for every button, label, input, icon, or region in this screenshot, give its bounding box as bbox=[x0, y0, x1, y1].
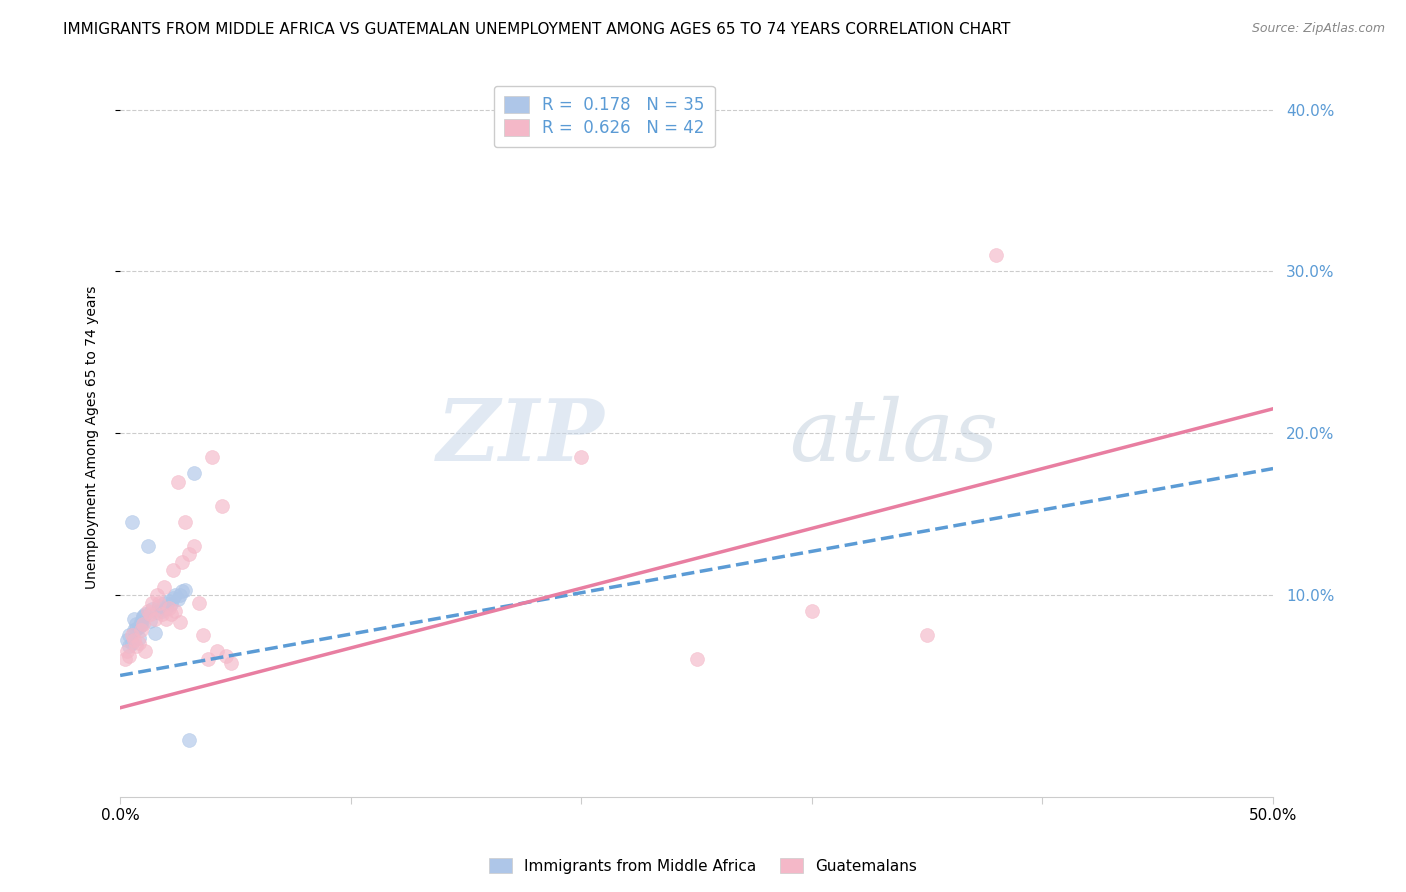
Point bbox=[201, 450, 224, 465]
Point bbox=[118, 640, 141, 654]
Point bbox=[685, 652, 707, 666]
Point bbox=[173, 582, 195, 597]
Point bbox=[129, 624, 152, 638]
Point bbox=[153, 580, 176, 594]
Point bbox=[121, 628, 143, 642]
Point bbox=[132, 616, 155, 631]
Point bbox=[125, 640, 148, 654]
Point bbox=[172, 584, 194, 599]
Point bbox=[169, 588, 191, 602]
Text: Source: ZipAtlas.com: Source: ZipAtlas.com bbox=[1251, 22, 1385, 36]
Point bbox=[114, 652, 136, 666]
Point bbox=[141, 602, 163, 616]
Point bbox=[128, 620, 150, 634]
Point bbox=[141, 596, 163, 610]
Point bbox=[219, 656, 242, 670]
Point bbox=[215, 648, 238, 663]
Point bbox=[197, 652, 219, 666]
Point bbox=[183, 467, 205, 481]
Point bbox=[122, 612, 145, 626]
Point bbox=[153, 596, 176, 610]
Point bbox=[129, 615, 152, 629]
Point bbox=[169, 615, 191, 629]
Point bbox=[160, 607, 183, 621]
Point bbox=[179, 733, 201, 747]
Point bbox=[148, 599, 170, 613]
Point bbox=[155, 612, 177, 626]
Point bbox=[211, 499, 233, 513]
Point bbox=[115, 632, 138, 647]
Point bbox=[121, 515, 143, 529]
Y-axis label: Unemployment Among Ages 65 to 74 years: Unemployment Among Ages 65 to 74 years bbox=[86, 285, 100, 589]
Point bbox=[986, 248, 1008, 262]
Point bbox=[129, 618, 152, 632]
Point bbox=[187, 596, 209, 610]
Point bbox=[121, 636, 143, 650]
Point bbox=[205, 644, 228, 658]
Point bbox=[125, 622, 148, 636]
Text: IMMIGRANTS FROM MIDDLE AFRICA VS GUATEMALAN UNEMPLOYMENT AMONG AGES 65 TO 74 YEA: IMMIGRANTS FROM MIDDLE AFRICA VS GUATEMA… bbox=[63, 22, 1011, 37]
Point bbox=[915, 628, 938, 642]
Point bbox=[122, 632, 145, 647]
Point bbox=[183, 539, 205, 553]
Point bbox=[125, 616, 148, 631]
Point bbox=[166, 475, 188, 489]
Point bbox=[146, 606, 169, 620]
Point bbox=[132, 610, 155, 624]
Point bbox=[165, 588, 187, 602]
Legend: R =  0.178   N = 35, R =  0.626   N = 42: R = 0.178 N = 35, R = 0.626 N = 42 bbox=[494, 86, 714, 147]
Point bbox=[139, 614, 162, 628]
Point bbox=[118, 628, 141, 642]
Point bbox=[143, 626, 166, 640]
Point bbox=[128, 632, 150, 646]
Point bbox=[179, 547, 201, 561]
Point bbox=[569, 450, 592, 465]
Text: atlas: atlas bbox=[789, 396, 998, 478]
Point bbox=[165, 604, 187, 618]
Point bbox=[148, 596, 170, 610]
Point bbox=[162, 591, 184, 605]
Point bbox=[150, 604, 173, 618]
Point bbox=[162, 563, 184, 577]
Point bbox=[157, 594, 180, 608]
Point bbox=[150, 607, 173, 621]
Point bbox=[155, 600, 177, 615]
Point bbox=[166, 592, 188, 607]
Point bbox=[115, 644, 138, 658]
Legend: Immigrants from Middle Africa, Guatemalans: Immigrants from Middle Africa, Guatemala… bbox=[484, 852, 922, 880]
Point bbox=[128, 636, 150, 650]
Point bbox=[136, 539, 159, 553]
Point bbox=[134, 607, 156, 621]
Point bbox=[136, 604, 159, 618]
Point bbox=[172, 555, 194, 569]
Text: ZIP: ZIP bbox=[436, 395, 605, 479]
Point bbox=[157, 600, 180, 615]
Point bbox=[122, 624, 145, 638]
Point bbox=[134, 644, 156, 658]
Point bbox=[139, 607, 162, 621]
Point bbox=[143, 612, 166, 626]
Point bbox=[191, 628, 214, 642]
Point bbox=[132, 608, 155, 623]
Point bbox=[146, 588, 169, 602]
Point bbox=[173, 515, 195, 529]
Point bbox=[800, 604, 823, 618]
Point bbox=[118, 648, 141, 663]
Point bbox=[160, 598, 183, 612]
